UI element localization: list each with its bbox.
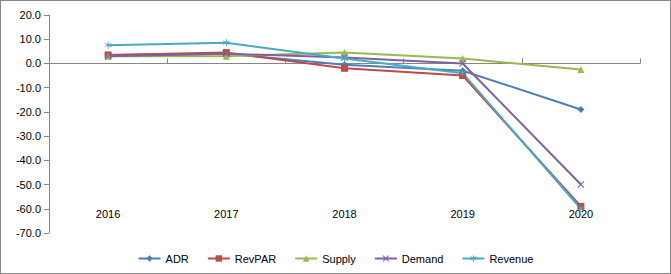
svg-text:Revenue: Revenue [489, 253, 533, 265]
svg-text:20.0: 20.0 [20, 9, 41, 21]
svg-text:-40.0: -40.0 [16, 154, 41, 166]
svg-text:-60.0: -60.0 [16, 203, 41, 215]
svg-text:2020: 2020 [568, 207, 594, 220]
svg-text:10.0: 10.0 [20, 33, 41, 45]
svg-text:2018: 2018 [332, 208, 356, 220]
svg-text:-50.0: -50.0 [16, 179, 41, 191]
svg-text:-70.0: -70.0 [16, 227, 41, 239]
svg-text:-10.0: -10.0 [16, 82, 41, 94]
svg-text:2019: 2019 [450, 208, 474, 220]
svg-text:RevPAR: RevPAR [235, 253, 276, 265]
svg-text:0.0: 0.0 [26, 57, 41, 69]
svg-text:Supply: Supply [322, 253, 356, 265]
svg-text:2017: 2017 [214, 208, 238, 220]
svg-text:-30.0: -30.0 [16, 130, 41, 142]
svg-text:ADR: ADR [166, 253, 189, 265]
svg-text:2016: 2016 [96, 208, 120, 220]
svg-text:Demand: Demand [402, 253, 444, 265]
svg-text:-20.0: -20.0 [16, 106, 41, 118]
